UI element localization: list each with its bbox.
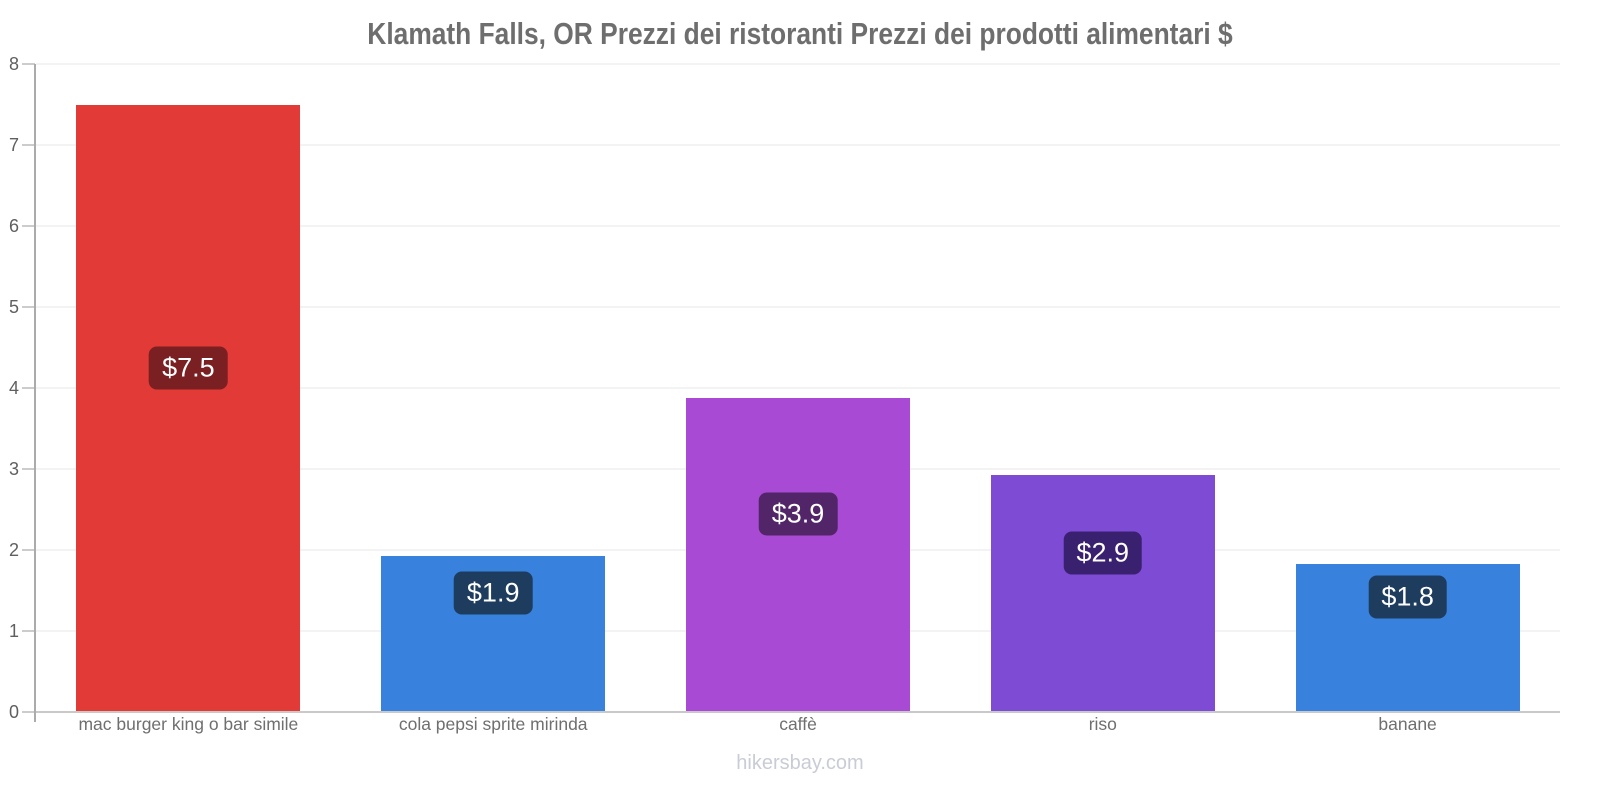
- gridline: [36, 225, 1560, 227]
- gridline: [36, 144, 1560, 146]
- y-tick-mark: [22, 63, 35, 65]
- gridline: [36, 306, 1560, 308]
- y-tick-label: 8: [8, 54, 19, 74]
- y-tick-label: 1: [8, 621, 19, 641]
- y-tick-label: 3: [8, 459, 19, 479]
- y-tick-label: 4: [8, 378, 19, 398]
- x-axis-baseline: [22, 711, 1560, 713]
- gridline: [36, 387, 1560, 389]
- y-tick-label: 2: [8, 540, 19, 560]
- gridline: [36, 63, 1560, 65]
- y-tick-mark: [22, 306, 35, 308]
- x-tick-label-3: caffè: [779, 714, 817, 734]
- y-tick-mark: [22, 225, 35, 227]
- y-axis-line: [34, 64, 36, 722]
- y-tick-mark: [22, 711, 35, 713]
- x-tick-label-1: mac burger king o bar simile: [78, 714, 299, 734]
- value-badge-4: $2.9: [1063, 531, 1143, 575]
- y-tick-mark: [22, 144, 35, 146]
- y-tick-label: 6: [8, 216, 19, 236]
- footer-link[interactable]: hikersbay.com: [736, 752, 864, 774]
- x-tick-label-2: cola pepsi sprite mirinda: [398, 714, 588, 734]
- y-tick-mark: [22, 468, 35, 470]
- bar-3: [686, 397, 910, 712]
- value-badge-2: $1.9: [453, 571, 533, 615]
- y-tick-mark: [22, 387, 35, 389]
- x-tick-label-4: riso: [1088, 714, 1117, 734]
- y-tick-label: 5: [8, 297, 19, 317]
- bar-1: [76, 104, 301, 712]
- y-tick-mark: [22, 549, 35, 551]
- chart-title: Klamath Falls, OR Prezzi dei ristoranti …: [367, 16, 1233, 51]
- value-badge-1: $7.5: [149, 346, 228, 390]
- y-tick-label: 0: [8, 702, 19, 722]
- bar-4: [990, 474, 1215, 712]
- x-tick-label-5: banane: [1378, 714, 1437, 734]
- y-tick-label: 7: [8, 135, 19, 155]
- value-badge-3: $3.9: [758, 492, 838, 536]
- value-badge-5: $1.8: [1368, 575, 1447, 619]
- y-tick-mark: [22, 630, 35, 632]
